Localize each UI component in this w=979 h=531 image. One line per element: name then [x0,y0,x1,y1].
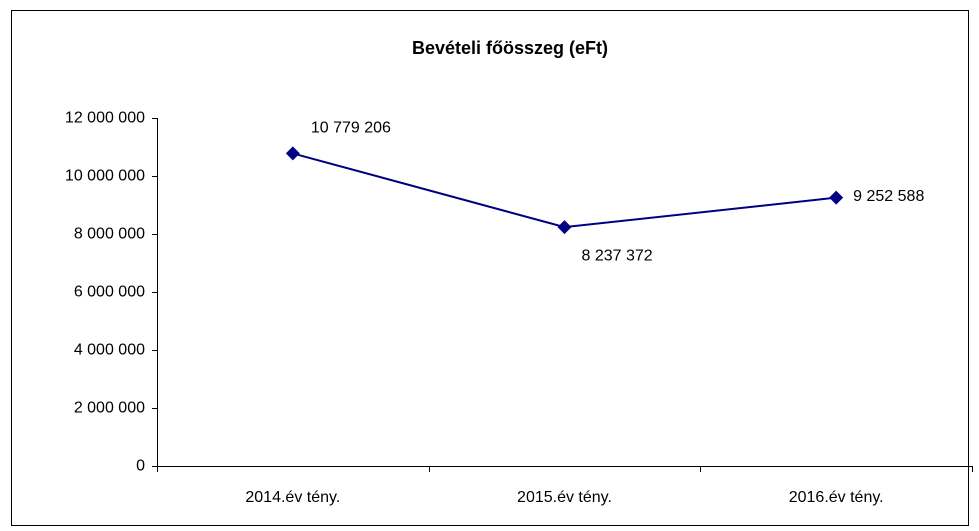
y-tick-label: 0 [136,458,145,475]
chart-border [11,10,969,526]
data-label: 8 237 372 [582,247,653,264]
marker [557,220,572,235]
x-tick-label: 2015.év tény. [517,489,612,506]
x-tick-label: 2014.év tény. [245,489,340,506]
x-tick-label: 2016.év tény. [789,489,884,506]
chart-title: Bevételi főösszeg (eFt) [412,38,608,58]
y-tick-label: 12 000 000 [65,110,145,127]
data-label: 9 252 588 [853,188,924,205]
marker [285,146,300,161]
data-label: 10 779 206 [311,120,391,137]
y-tick-label: 8 000 000 [74,226,145,243]
marker [829,190,844,205]
y-tick-label: 6 000 000 [74,284,145,301]
y-tick-label: 2 000 000 [74,400,145,417]
y-tick-label: 4 000 000 [74,342,145,359]
y-tick-label: 10 000 000 [65,168,145,185]
